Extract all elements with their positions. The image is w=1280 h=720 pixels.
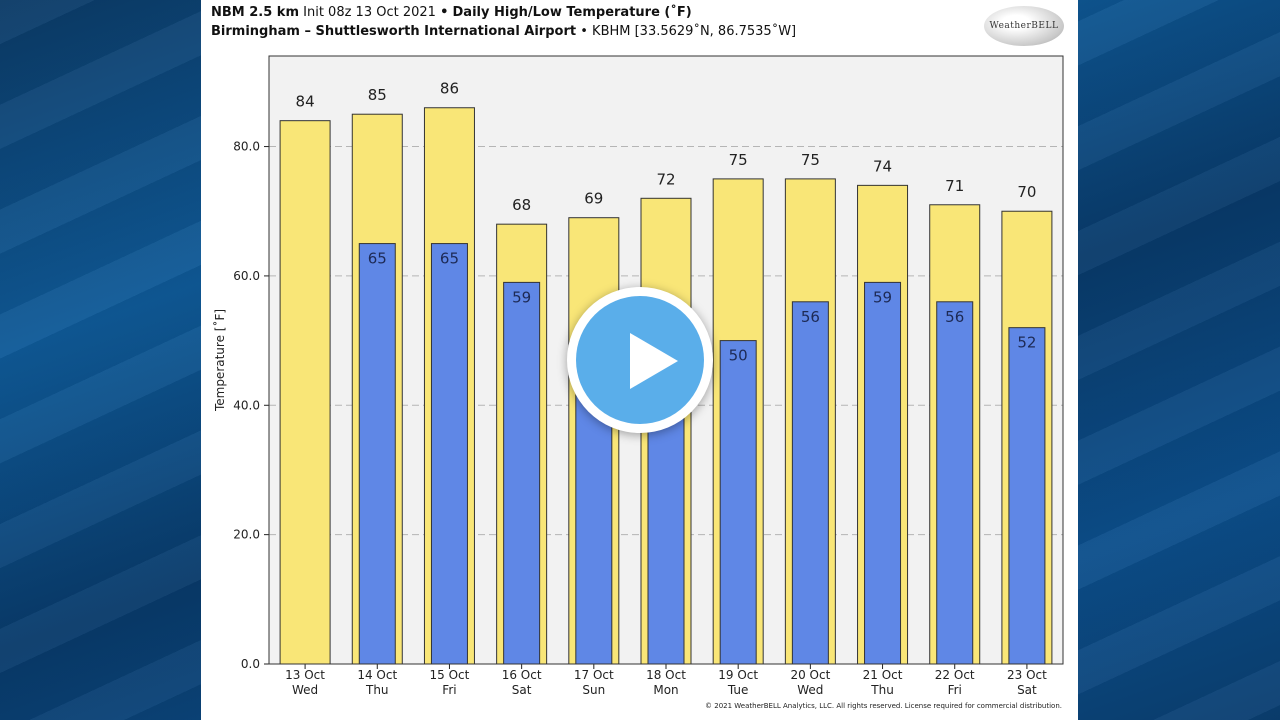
x-tick-date: 16 Oct bbox=[502, 668, 542, 682]
play-icon bbox=[630, 333, 678, 389]
x-tick-day: Sun bbox=[582, 683, 605, 697]
copyright-notice: © 2021 WeatherBELL Analytics, LLC. All r… bbox=[705, 702, 1062, 710]
x-tick-day: Wed bbox=[292, 683, 318, 697]
y-axis-label: Temperature [˚F] bbox=[212, 309, 227, 412]
x-tick-date: 22 Oct bbox=[935, 668, 975, 682]
low-bar bbox=[575, 378, 613, 665]
x-tick-day: Fri bbox=[442, 683, 456, 697]
low-value-label: 56 bbox=[945, 308, 964, 326]
x-tick-day: Wed bbox=[797, 683, 823, 697]
low-bar bbox=[1008, 327, 1046, 665]
x-tick-day: Thu bbox=[365, 683, 389, 697]
header-line-1: NBM 2.5 km Init 08z 13 Oct 2021 • Daily … bbox=[211, 5, 692, 20]
x-tick-date: 17 Oct bbox=[574, 668, 614, 682]
y-tick-label: 0.0 bbox=[241, 657, 260, 671]
low-value-label: 52 bbox=[1017, 334, 1036, 352]
high-value-label: 86 bbox=[440, 80, 459, 98]
location-name: Birmingham – Shuttlesworth International… bbox=[211, 24, 577, 39]
low-value-label: 50 bbox=[729, 347, 748, 365]
y-tick-label: 60.0 bbox=[233, 269, 260, 283]
y-tick-label: 80.0 bbox=[233, 140, 260, 154]
x-tick-date: 14 Oct bbox=[357, 668, 397, 682]
product-title: Daily High/Low Temperature (˚F) bbox=[452, 5, 692, 20]
x-tick-day: Mon bbox=[653, 683, 678, 697]
separator-1: • bbox=[440, 5, 449, 20]
model-name: NBM 2.5 km bbox=[211, 5, 299, 20]
low-bar bbox=[864, 281, 902, 665]
x-tick-day: Tue bbox=[727, 683, 749, 697]
x-tick-date: 21 Oct bbox=[863, 668, 903, 682]
low-value-label: 59 bbox=[512, 288, 531, 306]
x-tick-date: 13 Oct bbox=[285, 668, 325, 682]
y-tick-label: 40.0 bbox=[233, 398, 260, 412]
init-time: Init 08z 13 Oct 2021 bbox=[303, 5, 436, 20]
low-value-label: 56 bbox=[801, 308, 820, 326]
x-tick-date: 23 Oct bbox=[1007, 668, 1047, 682]
high-value-label: 85 bbox=[368, 86, 387, 104]
x-tick-day: Sat bbox=[1017, 683, 1037, 697]
high-value-label: 72 bbox=[656, 170, 675, 188]
header-line-2: Birmingham – Shuttlesworth International… bbox=[211, 24, 796, 39]
high-bar bbox=[279, 120, 331, 665]
x-tick-day: Fri bbox=[948, 683, 962, 697]
x-tick-day: Thu bbox=[870, 683, 894, 697]
low-bar bbox=[719, 340, 757, 665]
low-bar bbox=[430, 243, 468, 665]
high-value-label: 70 bbox=[1017, 183, 1036, 201]
low-bar bbox=[936, 301, 974, 665]
x-tick-date: 18 Oct bbox=[646, 668, 686, 682]
high-value-label: 84 bbox=[296, 93, 315, 111]
high-value-label: 71 bbox=[945, 177, 964, 195]
low-value-label: 65 bbox=[440, 250, 459, 268]
high-value-label: 75 bbox=[801, 151, 820, 169]
x-tick-date: 20 Oct bbox=[790, 668, 830, 682]
x-tick-date: 15 Oct bbox=[430, 668, 470, 682]
low-value-label: 65 bbox=[368, 250, 387, 268]
x-tick-day: Sat bbox=[512, 683, 532, 697]
station-info: KBHM [33.5629˚N, 86.7535˚W] bbox=[592, 24, 797, 39]
play-button-circle[interactable] bbox=[576, 296, 704, 424]
high-value-label: 74 bbox=[873, 157, 892, 175]
low-bar bbox=[503, 281, 541, 665]
x-tick-date: 19 Oct bbox=[718, 668, 758, 682]
low-bar bbox=[358, 243, 396, 665]
separator-2: • bbox=[580, 24, 588, 39]
plot-frame bbox=[268, 55, 1064, 665]
weatherbell-logo: WeatherBELL bbox=[984, 6, 1064, 46]
high-value-label: 75 bbox=[729, 151, 748, 169]
low-value-label: 59 bbox=[873, 288, 892, 306]
high-value-label: 69 bbox=[584, 190, 603, 208]
y-tick-label: 20.0 bbox=[233, 528, 260, 542]
high-value-label: 68 bbox=[512, 196, 531, 214]
play-button[interactable] bbox=[567, 287, 713, 433]
low-bar bbox=[791, 301, 829, 665]
